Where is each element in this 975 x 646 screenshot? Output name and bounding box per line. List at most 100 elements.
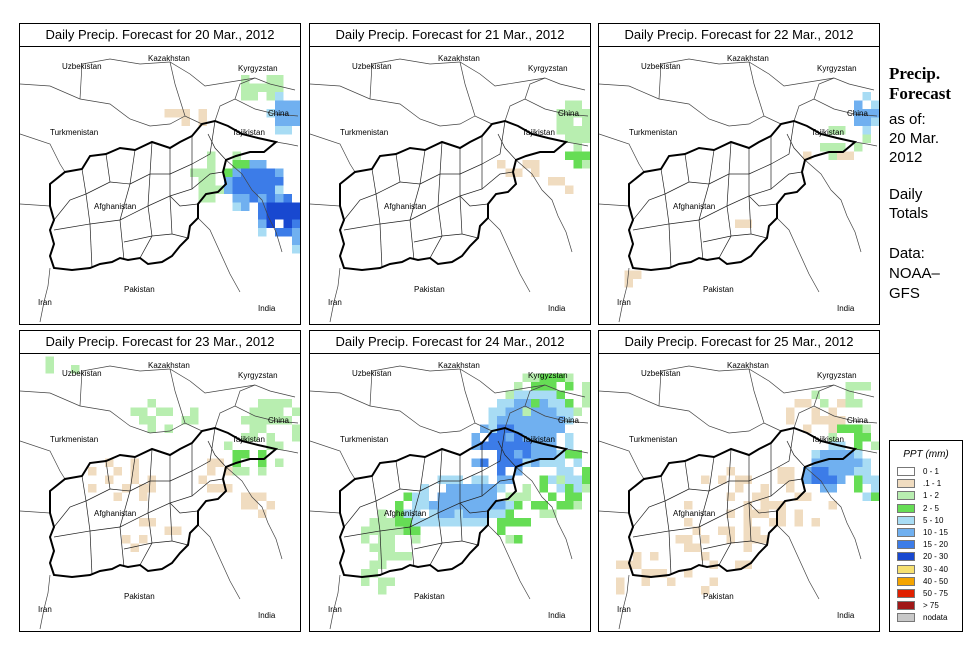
precip-cell [275,168,284,177]
precip-cell [531,416,540,425]
precip-cell [241,177,250,186]
precip-cell [862,117,871,126]
precip-cell [582,475,590,484]
precip-cell [828,151,837,160]
country-border [804,466,862,560]
country-border [599,510,630,514]
precip-cell [582,126,590,135]
precip-cell [531,433,540,442]
precip-cell [420,492,429,501]
precip-cell [241,92,250,101]
asof-label: as of: [889,111,926,128]
precip-cell [743,219,752,228]
precip-cell [531,441,540,450]
country-border [234,384,256,407]
precip-cell [283,416,292,425]
precip-cell [624,279,633,288]
province-border [119,173,151,221]
precip-cell [266,441,275,450]
province-border [343,168,377,221]
precip-cell [446,484,455,493]
precip-cell [437,518,446,527]
precip-cell [471,433,480,442]
precip-cell [139,407,148,416]
precip-cell [454,492,463,501]
precip-cell [480,458,489,467]
precip-cell [488,441,497,450]
precip-cell [207,185,216,194]
precip-cell [241,185,250,194]
precip-cell [378,518,387,527]
precip-cell [565,484,574,493]
precip-cell [539,484,548,493]
precip-cell [437,492,446,501]
province-border [698,480,730,528]
precip-cell [531,390,540,399]
precip-cell [232,194,241,203]
precip-cell [395,526,404,535]
precip-cell [514,441,523,450]
precip-cell [803,399,812,408]
precip-cell [386,552,395,561]
country-label-tajikistan: Tajikistan [811,128,844,137]
precip-cell [395,501,404,510]
precip-cell [292,211,300,220]
precip-cell [684,535,693,544]
afghanistan-outline [338,426,569,579]
country-label-pakistan: Pakistan [124,285,155,294]
precip-cell [105,458,114,467]
precip-cell [249,501,258,510]
precip-cell [207,160,216,169]
precip-cell [616,560,625,569]
precip-cell [258,83,267,92]
country-label-uzbekistan: Uzbekistan [352,369,392,378]
country-label-iran: Iran [328,605,342,614]
precip-cell [249,185,258,194]
province-border [399,149,426,185]
precip-cell [249,424,258,433]
precip-cell [718,526,727,535]
precip-cell [437,475,446,484]
province-border [481,478,514,497]
precip-cell [505,390,514,399]
country-border [225,466,283,560]
precip-cell [249,83,258,92]
forecast-panel-20-mar: Uzbekistan Kazakhstan Kyrgyzstan China Turkm… [19,23,301,325]
precip-cell [275,407,284,416]
precip-cell [531,168,540,177]
precip-cell [735,560,744,569]
country-label-kyrgyzstan: Kyrgyzstan [238,371,278,380]
precip-cell [786,407,795,416]
precip-cell [378,577,387,586]
precip-cell [854,100,863,109]
country-label-china: China [558,109,579,118]
panel-title: Daily Precip. Forecast for 24 Mar., 2012 [309,330,591,354]
precip-cell [249,160,258,169]
precip-cell [565,100,574,109]
precip-cell [395,509,404,518]
province-border [379,530,383,576]
precip-cell [828,458,837,467]
precip-cell [760,501,769,510]
country-label-china: China [268,416,289,425]
precip-cell [531,424,540,433]
country-border [524,77,546,100]
country-label-afghanistan: Afghanistan [673,202,715,211]
precip-cell [565,492,574,501]
precip-cell [684,543,693,552]
precip-cell [828,424,837,433]
precip-cell [480,424,489,433]
precip-cell [837,151,846,160]
legend-swatch [897,491,915,501]
precip-cell [565,373,574,382]
precip-cell [743,518,752,527]
precip-cell [241,433,250,442]
province-border [748,195,778,207]
precip-cell [837,399,846,408]
precip-cell [258,194,267,203]
precip-cell [207,467,216,476]
precip-cell [258,407,267,416]
province-border [191,171,224,190]
precip-cell [803,467,812,476]
precip-cell [862,458,871,467]
